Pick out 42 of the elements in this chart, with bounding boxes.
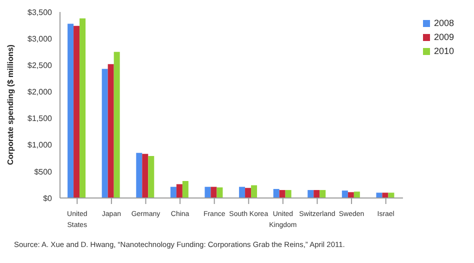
bar <box>170 186 176 198</box>
bar <box>279 190 286 198</box>
bar <box>74 26 80 198</box>
bar <box>136 152 142 198</box>
bar <box>320 190 326 198</box>
bar <box>388 192 394 198</box>
bar <box>376 192 382 198</box>
y-tick-label: $2,500 <box>28 60 53 70</box>
y-tick-label: $500 <box>34 167 53 176</box>
bar <box>285 190 292 198</box>
bar <box>314 190 320 198</box>
bar <box>108 64 114 198</box>
bar <box>182 180 188 198</box>
bar <box>114 52 120 198</box>
y-tick-label: $1,500 <box>28 114 53 124</box>
bar <box>348 192 354 198</box>
y-tick-label: $0 <box>43 194 53 203</box>
legend-label: 2010 <box>434 46 454 56</box>
legend-label: 2009 <box>434 32 454 42</box>
bar <box>216 187 223 198</box>
bar <box>342 190 348 198</box>
bar <box>382 192 388 198</box>
y-axis-title: Corporate spending ($ millions) <box>6 44 15 165</box>
bar <box>245 188 252 198</box>
bar <box>239 186 246 198</box>
bar <box>251 185 258 198</box>
bar <box>176 184 182 198</box>
y-tick-label: $1,000 <box>28 140 53 150</box>
bar <box>354 192 360 198</box>
y-tick-label: $2,000 <box>28 88 53 97</box>
bar <box>273 188 280 198</box>
bar <box>148 156 154 198</box>
y-tick-label: $3,500 <box>28 8 53 17</box>
bar <box>204 186 211 198</box>
bar <box>142 154 148 198</box>
legend-label: 2008 <box>434 18 454 28</box>
bar <box>80 18 86 198</box>
bar <box>210 186 217 198</box>
bar <box>102 68 108 198</box>
y-tick-label: $3,000 <box>28 34 53 44</box>
bar <box>68 24 74 198</box>
bar <box>308 190 314 198</box>
